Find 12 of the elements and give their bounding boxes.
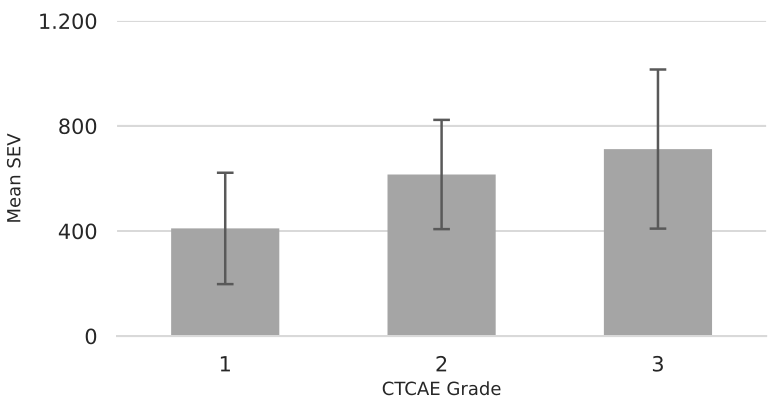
- bar: [171, 228, 280, 336]
- y-tick-label: 1.200: [40, 13, 96, 30]
- bar: [388, 174, 496, 336]
- y-tick-label: 400: [58, 223, 96, 240]
- x-axis-title: CTCAE Grade: [382, 381, 500, 396]
- y-axis-title: Mean SEV: [6, 134, 21, 222]
- x-tick-label: 1: [220, 356, 230, 372]
- x-tick-label: 2: [436, 356, 446, 372]
- x-tick-label: 3: [652, 356, 663, 372]
- bar: [604, 149, 712, 336]
- y-tick-label: 0: [86, 328, 96, 344]
- y-tick-label: 800: [59, 118, 96, 134]
